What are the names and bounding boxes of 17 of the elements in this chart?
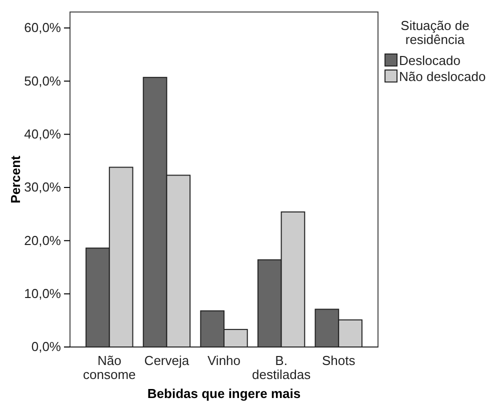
y-tick-label: 50,0%: [24, 73, 62, 88]
y-tick-label: 60,0%: [24, 20, 62, 36]
y-tick-label: 20,0%: [24, 232, 62, 248]
legend-label: Não deslocado: [399, 69, 486, 84]
x-axis-title: Bebidas que ingere mais: [147, 386, 301, 401]
x-tick-label: B. destiladas: [252, 353, 312, 382]
legend-title: Situação de residência: [400, 18, 470, 47]
y-tick-label: 0,0%: [31, 339, 62, 354]
y-tick-label: 40,0%: [24, 126, 62, 142]
x-tick-label: Shots: [322, 353, 356, 368]
legend-label: Deslocado: [399, 53, 460, 68]
x-tick-label: Cerveja: [144, 353, 190, 368]
y-tick-label: 30,0%: [24, 180, 62, 195]
y-tick-label: 10,0%: [24, 286, 62, 301]
y-axis-title: Percent: [8, 154, 23, 204]
x-tick-label: Vinho: [207, 353, 241, 368]
x-tick-label: Não consome: [83, 353, 136, 382]
